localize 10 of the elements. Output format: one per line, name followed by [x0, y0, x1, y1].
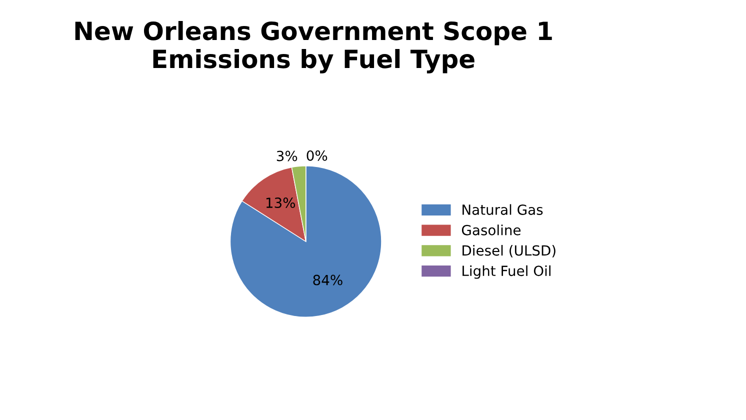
legend-label: Natural Gas: [462, 204, 543, 215]
legend-label: Diesel (ULSD): [462, 244, 556, 258]
legend-label: Light Fuel Oil: [462, 265, 550, 279]
pie-slice: [230, 166, 382, 318]
data-label: 13%: [266, 198, 296, 208]
chart-title: New Orleans Government Scope 1 Emissions by Fuel Type: [75, 21, 552, 74]
data-label: 84%: [313, 274, 342, 286]
data-label: 3%: [276, 150, 298, 162]
text: 0%: [306, 150, 328, 161]
legend-label: Gasoline: [462, 224, 521, 236]
